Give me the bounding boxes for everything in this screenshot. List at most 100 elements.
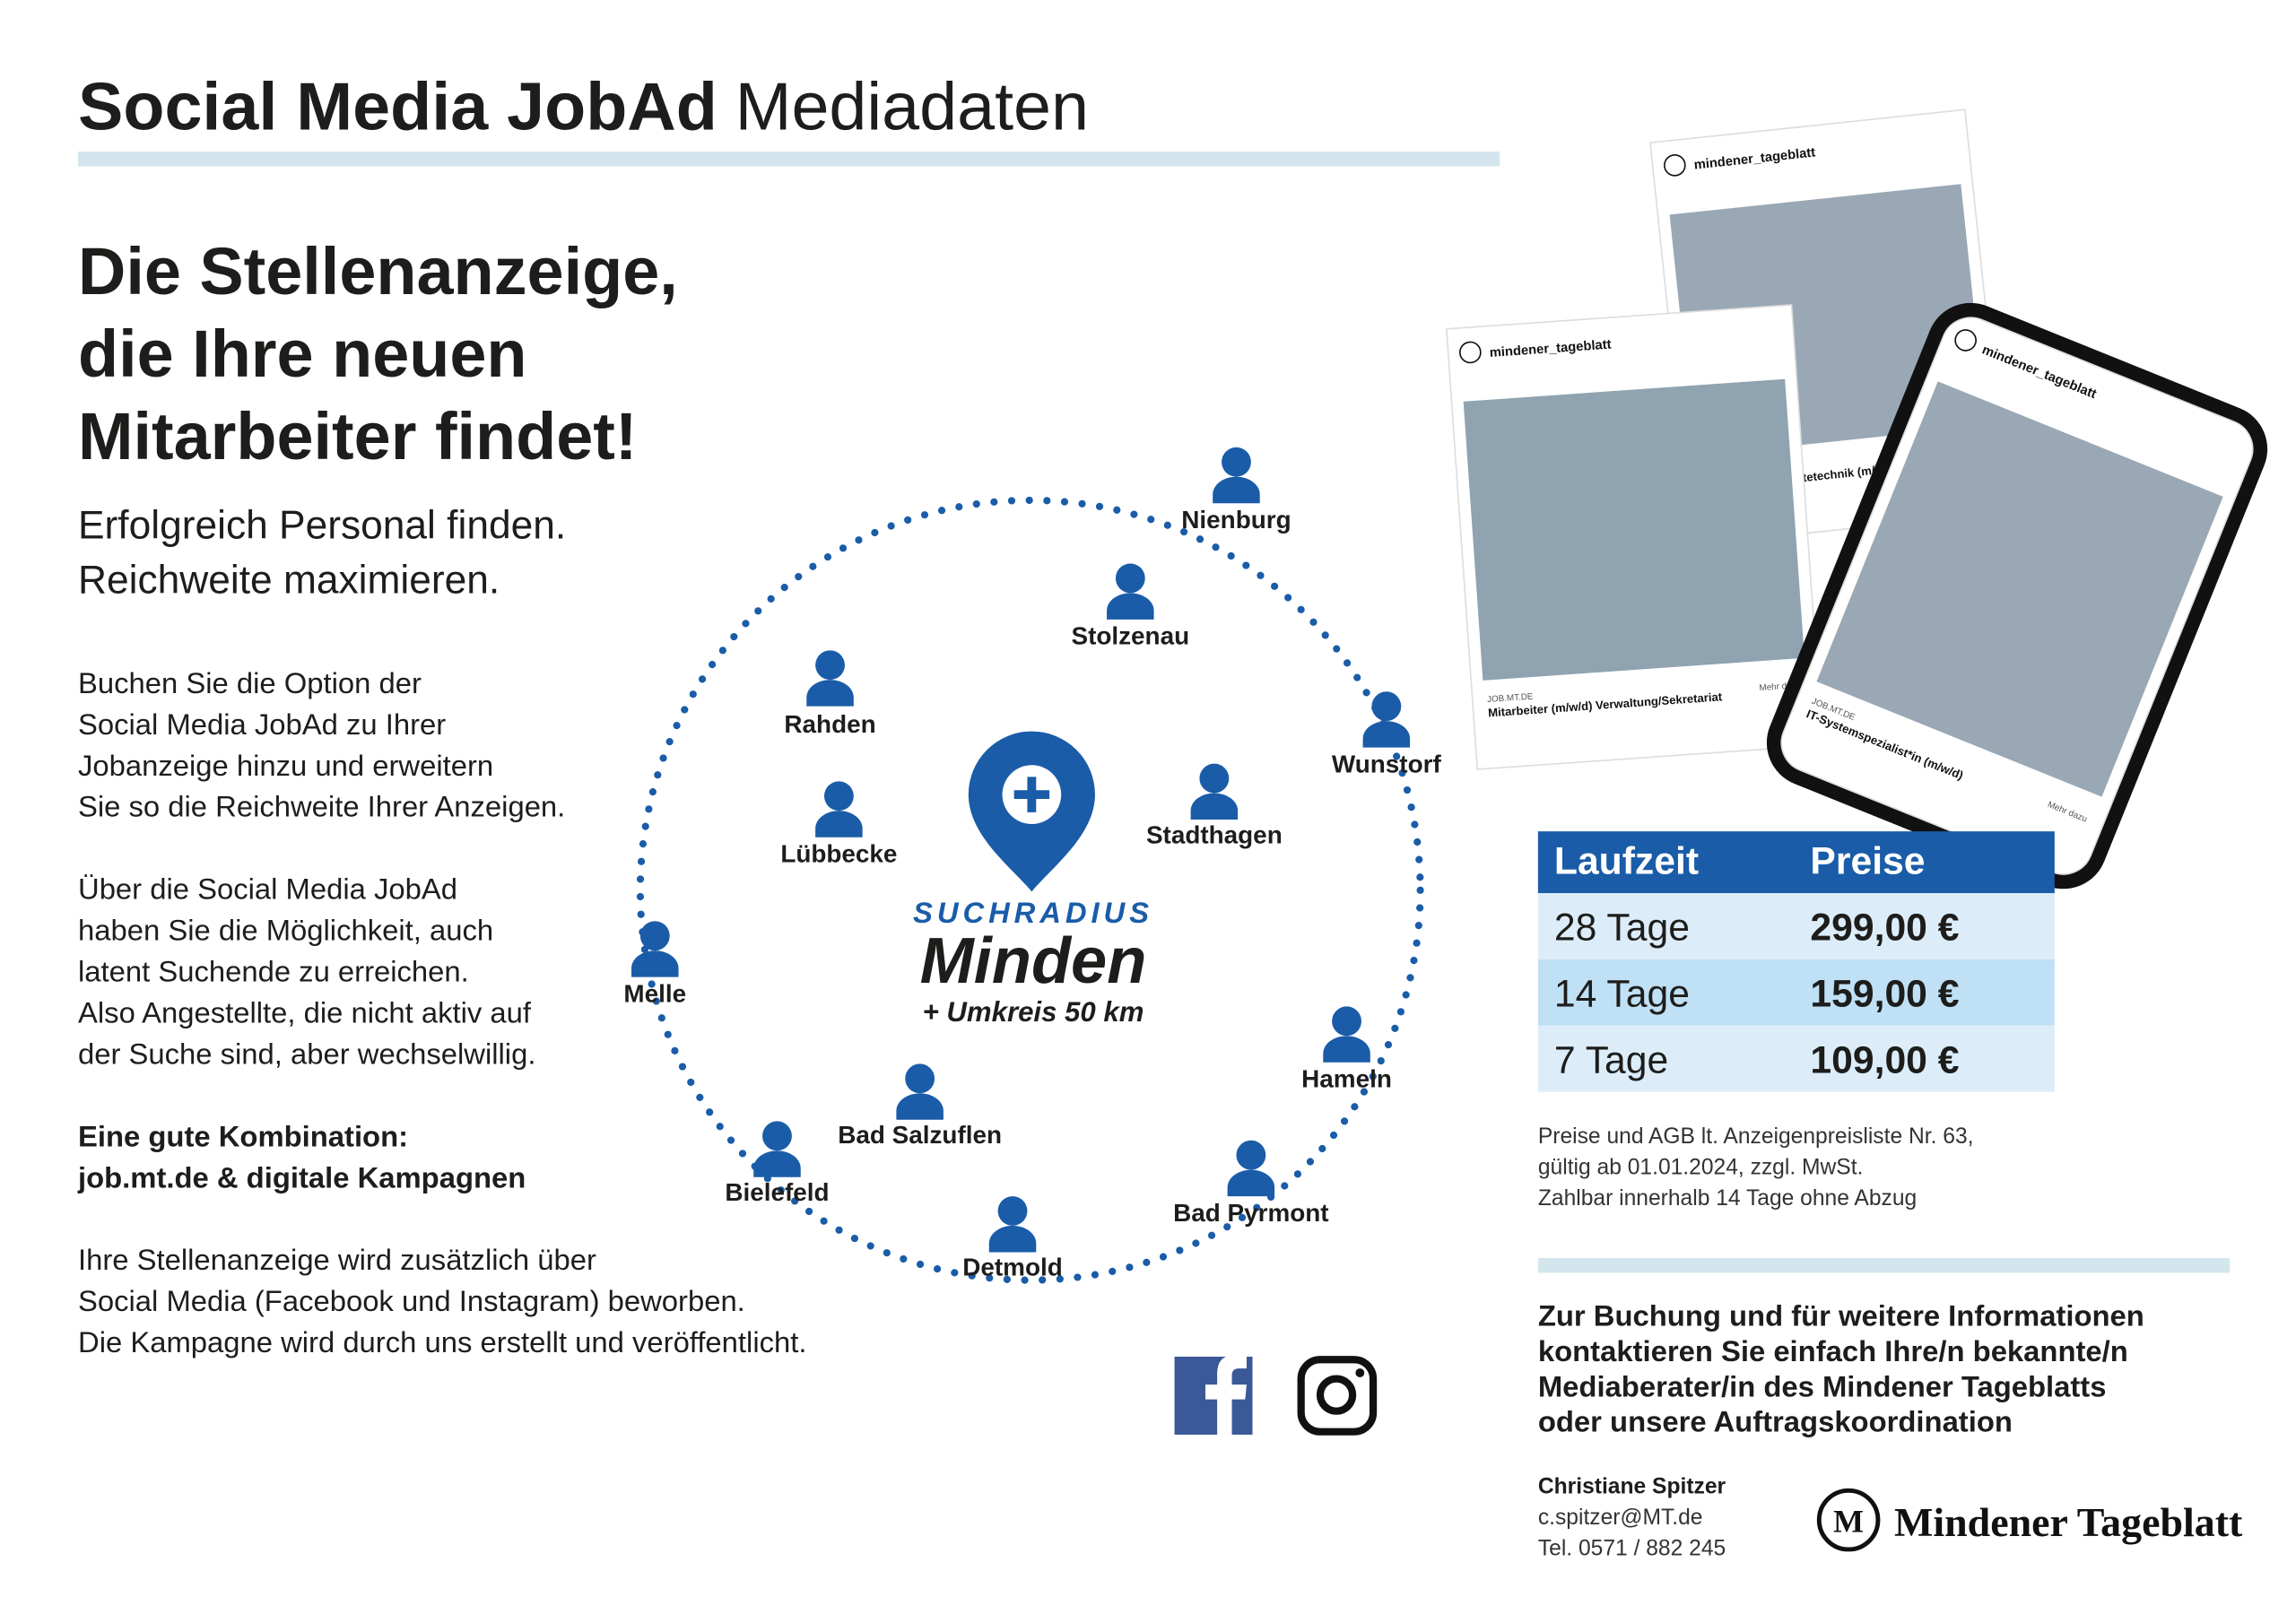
table-header: Preise: [1810, 840, 1925, 883]
table-cell: 28 Tage: [1554, 907, 1690, 950]
contact-heading: oder unsere Auftragskoordination: [1538, 1405, 2013, 1438]
town-label: Nienburg: [1181, 506, 1291, 534]
body-line: haben Sie die Möglichkeit, auch: [78, 914, 493, 947]
table-row-bg: [1537, 893, 2055, 959]
person-body: [1323, 1036, 1370, 1063]
combination-line: job.mt.de & digitale Kampagnen: [77, 1160, 526, 1193]
facebook-f: [1205, 1355, 1247, 1435]
person-head: [997, 1196, 1028, 1226]
town-label: Rahden: [784, 710, 875, 738]
logo-mark: M: [1833, 1503, 1864, 1539]
headline-line: die Ihre neuen: [78, 317, 527, 391]
title-light: Mediadaten: [735, 68, 1089, 143]
price-note: Preise und AGB lt. Anzeigenpreisliste Nr…: [1538, 1124, 1974, 1149]
body-line: latent Suchende zu erreichen.: [78, 955, 469, 988]
title-bold: Social Media JobAd: [78, 68, 718, 143]
table-row-bg: [1537, 1025, 2055, 1092]
person-head: [815, 650, 845, 681]
town-label: Bad Pyrmont: [1173, 1199, 1328, 1227]
combination-line: Eine gute Kombination:: [78, 1119, 408, 1152]
person-body: [988, 1225, 1037, 1253]
person-head: [823, 781, 854, 812]
table-cell: 299,00 €: [1810, 907, 1959, 950]
town-label: Hameln: [1301, 1065, 1392, 1093]
person-head: [1371, 691, 1402, 722]
body-line: Über die Social Media JobAd: [78, 872, 457, 906]
table-cell: 109,00 €: [1810, 1038, 1959, 1081]
person-body: [1213, 476, 1260, 504]
headline-line: Die Stellenanzeige,: [78, 234, 678, 308]
post-image: [1463, 378, 1805, 681]
body-line: Social Media JobAd zu Ihrer: [78, 707, 446, 741]
body-line: Social Media (Facebook und Instagram) be…: [78, 1284, 745, 1317]
subheadline-line: Reichweite maximieren.: [78, 558, 500, 602]
person-head: [1115, 563, 1145, 594]
person-head: [639, 921, 670, 951]
town-label: Wunstorf: [1332, 751, 1442, 778]
body-line: Sie so die Reichweite Ihrer Anzeigen.: [78, 790, 565, 823]
person-body: [1107, 593, 1154, 620]
contact-heading: Zur Buchung und für weitere Informatione…: [1538, 1299, 2144, 1332]
instagram-dot: [1355, 1368, 1365, 1377]
instagram-lens: [1316, 1375, 1357, 1415]
body-line: Ihre Stellenanzeige wird zusätzlich über: [78, 1243, 596, 1276]
search-radius: [636, 496, 1424, 1284]
radius-text: + Umkreis 50 km: [923, 996, 1144, 1028]
person-body: [1362, 721, 1411, 748]
price-note: Zahlbar innerhalb 14 Tage ohne Abzug: [1538, 1186, 1917, 1211]
city-label: Minden: [920, 925, 1147, 997]
subheadline-line: Erfolgreich Personal finden.: [78, 504, 566, 548]
headline-line: Mitarbeiter findet!: [78, 399, 637, 473]
radius-label: SUCHRADIUS: [913, 896, 1153, 929]
town-label: Melle: [623, 980, 686, 1008]
header-rule: [78, 152, 1500, 167]
avatar: [1954, 329, 1977, 352]
table-header-bg: [1537, 831, 2055, 894]
town-label: Bad Salzuflen: [838, 1121, 1002, 1149]
price-note: gültig ab 01.01.2024, zzgl. MwSt.: [1538, 1156, 1864, 1180]
table-row-bg: [1537, 959, 2055, 1026]
body-line: Jobanzeige hinzu und erweitern: [78, 749, 493, 782]
person-head: [905, 1063, 935, 1094]
town-label: Stadthagen: [1146, 820, 1283, 848]
body-line: der Suche sind, aber wechselwillig.: [78, 1037, 535, 1070]
person-head: [1222, 447, 1251, 477]
town-label: Bielefeld: [725, 1178, 829, 1206]
person-head: [1332, 1006, 1361, 1037]
town-label: Stolzenau: [1071, 622, 1189, 650]
contact-heading: Mediaberater/in des Mindener Tageblatts: [1538, 1369, 2107, 1402]
person-body: [896, 1093, 944, 1120]
logo-text: Mindener Tageblatt: [1894, 1499, 2243, 1545]
contact-email: c.spitzer@MT.de: [1538, 1506, 1703, 1530]
table-cell: 7 Tage: [1554, 1038, 1668, 1081]
instagram-icon: [1297, 1356, 1378, 1436]
logo-emblem: [1816, 1488, 1881, 1552]
post-source: JOB.MT.DE: [1487, 692, 1534, 706]
contact-phone: Tel. 0571 / 882 245: [1538, 1537, 1726, 1561]
town-label: Lübbecke: [780, 840, 897, 868]
person-body: [1227, 1169, 1275, 1197]
body-line: Buchen Sie die Option der: [78, 666, 422, 699]
town-label: Detmold: [962, 1254, 1063, 1281]
contact-name: Christiane Spitzer: [1538, 1475, 1726, 1499]
avatar: [1459, 341, 1482, 364]
body-line: Die Kampagne wird durch uns erstellt und…: [78, 1325, 806, 1358]
person-head: [1236, 1140, 1266, 1170]
avatar: [1664, 154, 1686, 177]
table-cell: 14 Tage: [1554, 972, 1690, 1015]
pin-plus: [1013, 777, 1050, 812]
table-cell: 159,00 €: [1810, 972, 1959, 1015]
person-body: [1190, 793, 1239, 820]
person-body: [753, 1150, 801, 1177]
contact-rule: [1537, 1258, 2231, 1273]
person-body: [815, 811, 863, 838]
contact-heading: kontaktieren Sie einfach Ihre/n bekannte…: [1538, 1334, 2128, 1367]
person-head: [762, 1121, 792, 1151]
body-line: Also Angestellte, die nicht aktiv auf: [78, 995, 532, 1028]
person-body: [806, 680, 854, 707]
post-image: [1816, 381, 2223, 797]
post-card: mindener_tageblattJOB.MT.DEIT-Systemspez…: [1766, 302, 2268, 890]
table-header: Laufzeit: [1554, 840, 1699, 883]
